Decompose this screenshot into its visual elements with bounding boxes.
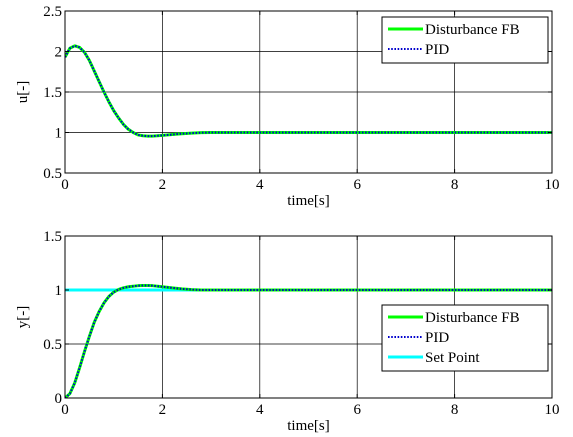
x-tick-label: 0 xyxy=(61,177,69,193)
y-tick-label: 2 xyxy=(55,45,63,61)
y-tick-label: 0.5 xyxy=(43,166,62,182)
y-tick-label: 0.5 xyxy=(43,337,62,353)
y-tick-label: 0 xyxy=(55,391,63,407)
legend-entry: PID xyxy=(425,42,449,58)
y-tick-label: 1 xyxy=(55,283,63,299)
x-axis-label: time[s] xyxy=(287,193,330,209)
y-tick-label: 1.5 xyxy=(43,85,62,101)
y-tick-label: 2.5 xyxy=(43,4,62,20)
legend-entry: PID xyxy=(425,330,449,346)
x-tick-label: 2 xyxy=(159,402,167,418)
chart-2: 0 2 4 6 8 10 0 0.5 1 1.5 time[s] y[-] Disturbance FB… xyxy=(15,229,560,434)
legend: Disturbance FB PID Set Point xyxy=(381,304,549,372)
legend: Disturbance FB PID xyxy=(381,16,549,64)
y-axis-label: y[-] xyxy=(15,306,31,329)
x-tick-label: 10 xyxy=(545,402,560,418)
x-tick-label: 2 xyxy=(159,177,167,193)
y-tick-label: 1.5 xyxy=(43,229,62,245)
series-group xyxy=(65,44,552,138)
series-group xyxy=(65,283,552,398)
x-tick-label: 0 xyxy=(61,402,69,418)
series-line-pid xyxy=(65,44,552,138)
y-tick-label: 1 xyxy=(55,126,63,142)
legend-entry: Disturbance FB xyxy=(425,310,520,326)
axes-box xyxy=(64,235,553,399)
x-axis-label: time[s] xyxy=(287,418,330,434)
chart-1: 0 2 4 6 8 10 0.5 1 1.5 2 2.5 time[s] u[-] Disturbance… xyxy=(15,4,560,209)
x-tick-label: 8 xyxy=(451,402,459,418)
legend-entry: Disturbance FB xyxy=(425,22,520,38)
series-line-pid xyxy=(65,284,552,398)
x-tick-label: 6 xyxy=(353,177,361,193)
x-tick-label: 10 xyxy=(545,177,560,193)
y-axis-label: u[-] xyxy=(15,81,31,104)
x-tick-label: 8 xyxy=(451,177,459,193)
x-tick-label: 6 xyxy=(353,402,361,418)
x-tick-label: 4 xyxy=(256,177,264,193)
x-tick-label: 4 xyxy=(256,402,264,418)
legend-entry: Set Point xyxy=(425,350,480,366)
legend-box xyxy=(381,16,549,64)
